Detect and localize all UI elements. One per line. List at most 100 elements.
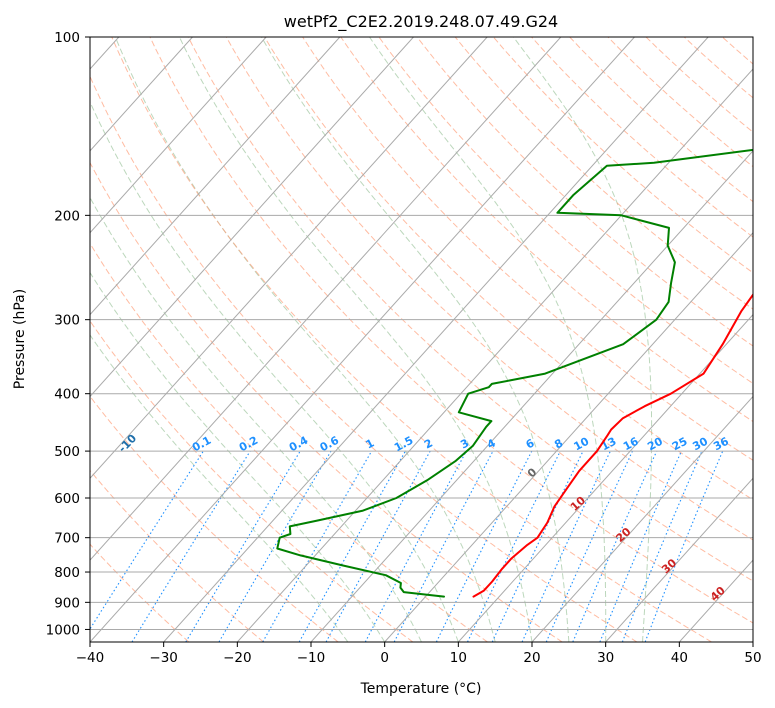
- mixing-ratio-label: 25: [670, 435, 690, 454]
- mixing-ratio-lines: [90, 450, 724, 642]
- dry-adiabat-line: [264, 37, 753, 501]
- isotherm-line: [90, 37, 341, 316]
- isotherm-line: [457, 313, 753, 642]
- dry-adiabats: [90, 37, 753, 642]
- dry-adiabat-line: [187, 37, 753, 582]
- y-tick-label: 800: [54, 565, 80, 581]
- x-tick-label: 50: [744, 650, 761, 666]
- isotherm-label: 30: [659, 556, 679, 576]
- background-line-labels: 010203040-100-90-80-70-60-50-40-30-20-10…: [116, 432, 731, 604]
- mixing-ratio-label: 16: [621, 435, 641, 454]
- isotherm-line: [310, 150, 753, 642]
- isotherm-line: [605, 477, 753, 642]
- isotherm-line: [90, 37, 488, 480]
- mixing-ratio-line: [599, 450, 682, 642]
- dry-adiabat-line: [149, 37, 753, 624]
- moist-adiabat-line: [261, 37, 570, 642]
- plot-area: 010203040-100-90-80-70-60-50-40-30-20-10…: [90, 37, 753, 642]
- isotherm-line: [90, 37, 635, 642]
- temperature-line: [472, 293, 753, 598]
- x-tick-label: 40: [671, 650, 688, 666]
- isotherm-label: 20: [613, 525, 633, 545]
- mixing-ratio-label: 4: [485, 436, 498, 451]
- x-tick-label: 20: [523, 650, 540, 666]
- mixing-ratio-line: [325, 450, 431, 642]
- mixing-ratio-line: [545, 450, 633, 642]
- dry-adiabat-line: [531, 37, 753, 238]
- isotherm-line: [531, 395, 753, 642]
- mixing-ratio-line: [185, 450, 301, 642]
- mixing-ratio-line: [435, 450, 533, 642]
- moist-adiabat-line: [90, 196, 422, 642]
- mixing-ratio-label: 36: [711, 435, 731, 454]
- y-tick-label: 1000: [46, 622, 80, 638]
- mixing-ratio-line: [644, 450, 724, 642]
- mixing-ratio-line: [572, 450, 658, 642]
- dry-adiabat-line: [90, 543, 190, 642]
- isotherm-lines: [90, 37, 753, 642]
- x-tick-label: −40: [76, 650, 105, 666]
- y-tick-label: 400: [54, 387, 80, 403]
- dry-adiabat-line: [683, 37, 753, 99]
- mixing-ratio-line: [262, 450, 373, 642]
- chart-title: wetPf2_C2E2.2019.248.07.49.G24: [284, 12, 558, 32]
- mixing-ratio-line: [621, 450, 703, 642]
- dry-adiabat-line: [607, 37, 753, 168]
- moist-adiabat-line: [90, 334, 349, 642]
- dry-adiabat-line: [90, 161, 563, 642]
- x-axis-label: Temperature (°C): [360, 681, 482, 697]
- x-tick-label: −30: [149, 650, 178, 666]
- moist-adiabat-line: [512, 37, 653, 642]
- mixing-ratio-label: 30: [690, 434, 710, 453]
- dry-adiabat-line: [90, 320, 414, 642]
- x-tick-label: −20: [223, 650, 252, 666]
- dry-adiabat-line: [90, 469, 264, 642]
- x-tick-label: 30: [597, 650, 614, 666]
- y-axis: 100 200 300 400 500 600 700 800 900 1000: [46, 30, 90, 638]
- moist-adiabats: [90, 37, 653, 642]
- y-tick-label: 700: [54, 531, 80, 547]
- dry-adiabat-line: [302, 37, 753, 461]
- mixing-ratio-line: [467, 450, 561, 642]
- isotherm-line: [752, 641, 753, 642]
- dewpoint-line: [276, 148, 753, 598]
- mixing-ratio-line: [364, 450, 467, 642]
- dry-adiabat-line: [340, 37, 753, 423]
- y-tick-label: 100: [54, 30, 80, 46]
- mixing-ratio-line: [90, 450, 204, 630]
- isotherm-label: 40: [708, 584, 728, 604]
- isobar-gridlines: [90, 37, 753, 630]
- mixing-ratio-line: [491, 450, 584, 642]
- moist-adiabat-line: [90, 100, 459, 642]
- isotherm-line: [678, 559, 753, 642]
- series-layer: [276, 148, 753, 598]
- dry-adiabat-line: [416, 37, 753, 347]
- isotherm-line: [163, 37, 709, 642]
- dry-adiabat-line: [90, 75, 638, 642]
- x-axis: −40 −30 −20 −10 0 10 20 30 40 50: [76, 642, 762, 666]
- moist-adiabat-line: [90, 271, 386, 642]
- y-tick-label: 300: [54, 313, 80, 329]
- y-tick-label: 900: [54, 595, 80, 611]
- dry-adiabat-line: [225, 37, 753, 541]
- dry-adiabat-line: [454, 37, 753, 310]
- moist-adiabat-line: [369, 37, 607, 642]
- dry-adiabat-line: [493, 37, 753, 274]
- dry-adiabat-line: [378, 37, 753, 385]
- isotherm-line: [90, 37, 562, 561]
- x-tick-label: 10: [450, 650, 467, 666]
- isotherm-label: 10: [568, 494, 588, 514]
- y-tick-label: 200: [54, 208, 80, 224]
- y-tick-label: 600: [54, 491, 80, 507]
- plot-frame: [89, 36, 754, 643]
- isotherm-line: [90, 37, 193, 152]
- mixing-ratio-line: [131, 450, 251, 642]
- isotherm-line: [236, 68, 753, 642]
- isotherm-line: [384, 231, 753, 642]
- y-tick-label: 500: [54, 444, 80, 460]
- moist-adiabat-line: [114, 37, 496, 642]
- isotherm-line: [90, 37, 267, 234]
- x-tick-label: 0: [380, 650, 389, 666]
- dry-adiabat-line: [90, 242, 488, 642]
